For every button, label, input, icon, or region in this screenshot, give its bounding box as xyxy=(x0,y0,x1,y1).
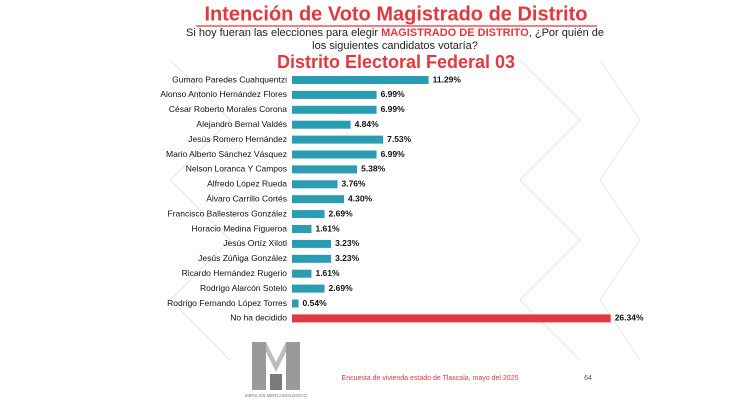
page-number: 64 xyxy=(584,375,592,382)
category-label: Jesús Romero Hernández xyxy=(188,134,287,144)
value-label: 7.53% xyxy=(387,134,412,144)
bar xyxy=(292,90,377,99)
category-label: Alfredo López Rueda xyxy=(207,179,287,189)
value-label: 11.29% xyxy=(433,74,462,84)
subtitle-part: , ¿Por quién de xyxy=(529,27,604,39)
category-label: Álvaro Carrillo Cortés xyxy=(206,193,287,203)
category-label: Rodrigo Alarcón Sotelo xyxy=(200,283,287,293)
value-label: 0.54% xyxy=(303,298,328,308)
bar xyxy=(292,120,351,129)
bar xyxy=(292,269,312,278)
category-label: Horacio Medina Figueroa xyxy=(192,223,288,233)
value-label: 3.23% xyxy=(335,253,360,263)
value-label: 1.61% xyxy=(315,223,340,233)
category-label: Jesús Ortíz Xilotl xyxy=(223,238,287,248)
category-label: Mario Alberto Sánchez Vásquez xyxy=(166,149,287,159)
logo-text: IMPULSO MERCADOLÓGICO xyxy=(245,392,308,398)
category-label: César Roberto Morales Corona xyxy=(169,104,287,114)
category-label: Rodrigo Fernando López Torres xyxy=(167,298,287,308)
category-label: Jesús Zúñiga González xyxy=(198,253,287,263)
chart-subtitle: los siguientes candidatos votaría? xyxy=(312,40,478,52)
bar xyxy=(292,284,325,293)
subtitle-emphasis: MAGISTRADO DE DISTRITO xyxy=(381,27,529,39)
bar xyxy=(292,254,332,263)
value-label: 26.34% xyxy=(615,313,644,323)
category-label: Nelson Loranca Y Campos xyxy=(186,164,287,174)
bar xyxy=(292,150,377,159)
bar xyxy=(292,135,384,144)
value-label: 2.69% xyxy=(329,283,354,293)
value-label: 1.61% xyxy=(315,268,340,278)
bar xyxy=(292,180,338,189)
value-label: 6.99% xyxy=(381,149,406,159)
bar xyxy=(292,105,377,114)
bar xyxy=(292,239,332,248)
bars: Gumaro Paredes Cuahquentzi 11.29% Alonso A… xyxy=(160,74,644,322)
bar xyxy=(292,195,345,204)
chart-title: Intención de Voto Magistrado de Distrito xyxy=(205,3,588,25)
value-label: 3.23% xyxy=(335,238,360,248)
chart-subtitle: Si hoy fueran las elecciones para elegir… xyxy=(186,27,604,39)
bar xyxy=(292,76,429,84)
value-label: 3.76% xyxy=(341,179,366,189)
category-label: Ricardo Hernández Rugerio xyxy=(182,268,288,278)
bar xyxy=(292,225,312,233)
category-label: No ha decidido xyxy=(230,313,287,323)
bar xyxy=(292,314,611,323)
category-label: Alejandro Bernal Valdés xyxy=(196,119,287,129)
chart-heading: Distrito Electoral Federal 03 xyxy=(277,52,515,72)
value-label: 4.84% xyxy=(355,119,380,129)
value-label: 4.30% xyxy=(348,193,373,203)
category-label: Alonso Antonio Hernández Flores xyxy=(160,89,287,99)
bar xyxy=(292,165,358,174)
background-pattern xyxy=(169,59,641,361)
bar xyxy=(292,210,325,219)
value-label: 5.38% xyxy=(361,164,386,174)
value-label: 6.99% xyxy=(381,104,406,114)
category-label: Francisco Ballesteros González xyxy=(167,208,287,218)
logo: IMPULSO MERCADOLÓGICO xyxy=(245,342,308,398)
bar xyxy=(292,299,299,308)
value-label: 2.69% xyxy=(329,208,354,218)
footer: Encuesta de vivienda estado de Tlaxcala,… xyxy=(342,375,519,382)
subtitle-part: Si hoy fueran las elecciones para elegir xyxy=(186,27,381,39)
value-label: 6.99% xyxy=(381,89,406,99)
category-label: Gumaro Paredes Cuahquentzi xyxy=(172,74,287,84)
